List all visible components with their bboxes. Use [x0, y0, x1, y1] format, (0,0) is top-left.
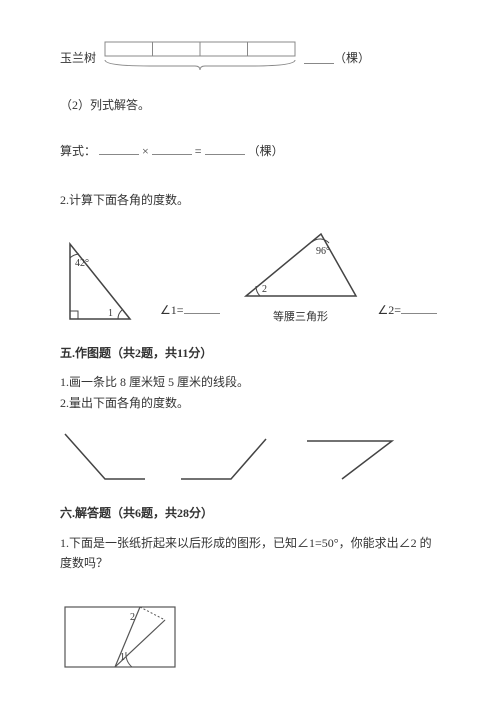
angles-heading: 2.计算下面各角的度数。: [60, 191, 440, 208]
section-5-title: 五.作图题（共2题，共11分）: [60, 344, 440, 361]
sec5-q2: 2.量出下面各角的度数。: [60, 394, 440, 411]
angle-fig-3: [302, 429, 402, 484]
tri2-angle-label: 96°: [316, 246, 330, 257]
fold-label-2: 2: [130, 612, 135, 623]
formula-unit: （棵）: [248, 144, 284, 158]
angle-fig-1: [60, 429, 150, 484]
equals-sign: =: [195, 144, 202, 158]
tri1-answer-blank[interactable]: [184, 300, 220, 314]
magnolia-unit: （棵）: [334, 49, 370, 66]
tri2-answer: ∠2=: [378, 300, 438, 318]
formula-blank-3[interactable]: [205, 141, 245, 155]
magnolia-blank[interactable]: [304, 50, 334, 64]
tri1-answer: ∠1=: [160, 300, 220, 318]
magnolia-label: 玉兰树: [60, 49, 96, 66]
tri2-answer-blank[interactable]: [401, 300, 437, 314]
formula-label: 算式：: [60, 144, 96, 158]
section-6-title: 六.解答题（共6题，共28分）: [60, 504, 440, 521]
tri1-angle-label: 42°: [75, 258, 89, 269]
tri1-answer-label: ∠1=: [160, 303, 184, 318]
tape-diagram: [100, 40, 300, 74]
tri2-answer-label: ∠2=: [378, 303, 402, 318]
triangle-2-wrap: 96° 2 等腰三角形: [236, 226, 366, 324]
formula-blank-2[interactable]: [152, 141, 192, 155]
magnolia-row: 玉兰树 （棵）: [60, 40, 440, 74]
triangle-2: 96° 2: [236, 226, 366, 306]
sec5-q1: 1.画一条比 8 厘米短 5 厘米的线段。: [60, 373, 440, 390]
formula-row: 算式： × = （棵）: [60, 141, 440, 159]
tri1-angle1: 1: [108, 308, 113, 319]
tri2-caption: 等腰三角形: [236, 308, 366, 324]
fold-label-1: 1: [120, 652, 125, 663]
formula-blank-1[interactable]: [99, 141, 139, 155]
angles-figures: [60, 429, 440, 484]
triangles-row: 42° 1 ∠1= 96° 2 等腰三角形 ∠2=: [60, 226, 440, 324]
solve-heading: （2）列式解答。: [60, 96, 440, 113]
triangle-1: 42° 1: [60, 234, 150, 324]
sec6-q1: 1.下面是一张纸折起来以后形成的图形，已知∠1=50°，你能求出∠2 的度数吗？: [60, 533, 440, 574]
fold-figure: 2 1: [60, 602, 180, 672]
tri2-angle2: 2: [262, 284, 267, 295]
angle-fig-2: [176, 429, 276, 484]
times-sign: ×: [142, 144, 149, 158]
